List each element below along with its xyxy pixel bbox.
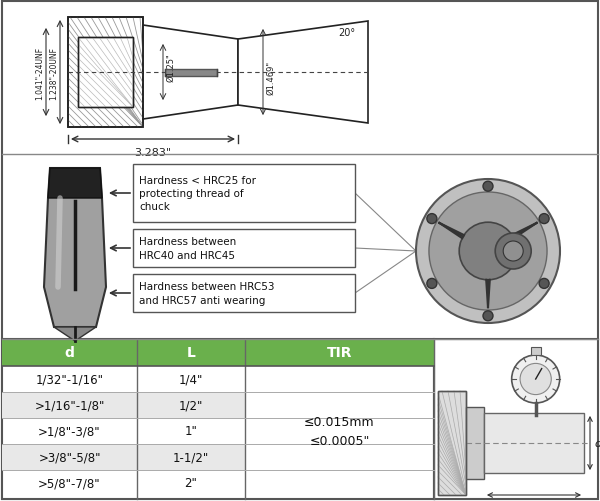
Text: >1/16"-1/8": >1/16"-1/8"	[34, 399, 104, 412]
Polygon shape	[143, 26, 238, 120]
Bar	[466, 407, 484, 479]
Bar	[68, 18, 143, 128]
Text: Hardness < HRC25 for
protecting thread of
chuck: Hardness < HRC25 for protecting thread o…	[139, 175, 256, 212]
Circle shape	[429, 192, 547, 311]
Bar	[2, 444, 245, 470]
Circle shape	[459, 223, 517, 280]
Text: ≤0.015mm
≤0.0005": ≤0.015mm ≤0.0005"	[304, 415, 375, 447]
Text: 1-1/2": 1-1/2"	[173, 450, 209, 463]
Circle shape	[427, 279, 437, 289]
Polygon shape	[44, 169, 106, 327]
Circle shape	[483, 182, 493, 192]
Bar	[78, 38, 133, 108]
Circle shape	[512, 355, 560, 403]
Text: 1/2": 1/2"	[179, 399, 203, 412]
Bar	[530, 347, 541, 355]
Text: 1.238"-20UNF: 1.238"-20UNF	[50, 47, 59, 99]
Bar	[133, 275, 355, 313]
Circle shape	[539, 214, 549, 224]
Bar	[2, 392, 245, 418]
Text: 20°: 20°	[338, 28, 355, 38]
Text: 1.041"-24UNF: 1.041"-24UNF	[35, 47, 44, 99]
Bar	[484, 413, 584, 473]
Text: >5/8"-7/8": >5/8"-7/8"	[38, 476, 101, 489]
Bar	[438, 391, 466, 495]
Polygon shape	[238, 22, 368, 124]
Bar	[2, 339, 137, 366]
Polygon shape	[48, 169, 102, 198]
Circle shape	[503, 241, 523, 262]
Circle shape	[520, 364, 551, 395]
Circle shape	[416, 180, 560, 323]
Bar	[78, 38, 133, 108]
Text: Hardness between
HRC40 and HRC45: Hardness between HRC40 and HRC45	[139, 237, 236, 260]
Text: TIR: TIR	[327, 346, 352, 360]
Text: 1/32"-1/16": 1/32"-1/16"	[35, 373, 104, 386]
Text: >1/8"-3/8": >1/8"-3/8"	[38, 425, 101, 438]
Polygon shape	[54, 327, 96, 341]
Circle shape	[427, 214, 437, 224]
Bar	[133, 229, 355, 268]
Text: Ø1.25": Ø1.25"	[166, 54, 175, 82]
Bar	[68, 18, 143, 128]
Text: d: d	[65, 346, 74, 360]
Bar	[137, 339, 245, 366]
Bar	[245, 339, 434, 366]
Circle shape	[483, 311, 493, 321]
Bar	[133, 165, 355, 222]
Bar	[2, 339, 434, 499]
Text: >3/8"-5/8": >3/8"-5/8"	[38, 450, 101, 463]
Text: d: d	[594, 438, 600, 448]
Text: 3.283": 3.283"	[134, 148, 172, 158]
Bar	[434, 339, 598, 499]
Text: 1/4": 1/4"	[179, 373, 203, 386]
Bar	[438, 391, 466, 495]
Text: 1": 1"	[185, 425, 197, 438]
Text: L: L	[187, 346, 196, 360]
Circle shape	[539, 279, 549, 289]
Text: Ø1.469": Ø1.469"	[266, 61, 275, 95]
Text: 2": 2"	[185, 476, 197, 489]
Bar	[165, 69, 217, 76]
Circle shape	[495, 233, 531, 270]
Text: Hardness between HRC53
and HRC57 anti wearing: Hardness between HRC53 and HRC57 anti we…	[139, 282, 275, 305]
Bar	[68, 18, 143, 128]
